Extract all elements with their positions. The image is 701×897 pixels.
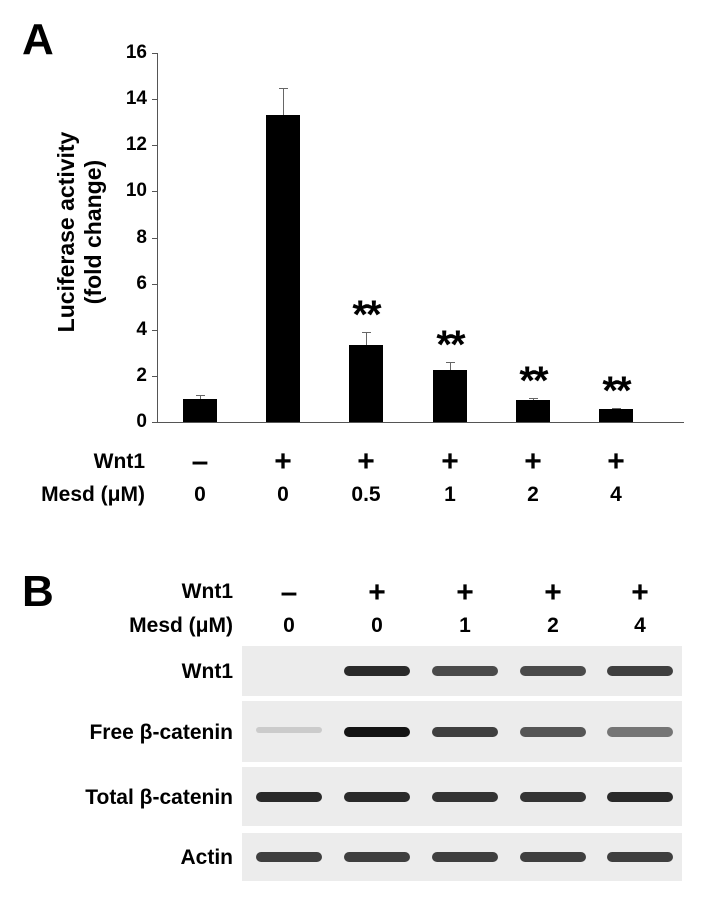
y-tick-label: 12: [125, 134, 147, 156]
protein-band: [256, 852, 322, 862]
bar: [349, 344, 383, 422]
mesd-condition-b: 1: [459, 614, 471, 637]
protein-band: [344, 852, 410, 862]
y-axis: [157, 53, 158, 422]
y-tick: [152, 237, 157, 239]
protein-band: [520, 666, 586, 676]
y-tick: [152, 145, 157, 147]
bar: [266, 115, 300, 422]
error-bar: [450, 362, 451, 371]
error-bar-cap: [279, 87, 288, 89]
wnt1-condition: +: [524, 445, 542, 478]
y-tick-label: 6: [136, 272, 147, 294]
y-tick: [152, 99, 157, 101]
blot-label: Actin: [180, 846, 234, 869]
mesd-condition: 1: [444, 483, 456, 506]
protein-band: [344, 791, 410, 802]
y-axis-label: Luciferase activity (fold change): [53, 82, 107, 382]
mesd-condition: 4: [610, 483, 622, 506]
panel-a-letter: A: [22, 15, 54, 64]
mesd-condition: 2: [527, 483, 539, 506]
significance-marker: **: [519, 358, 548, 403]
wnt1-condition: +: [441, 445, 459, 478]
error-bar-cap: [196, 395, 205, 397]
wnt1-condition-b: +: [544, 576, 562, 609]
error-bar-cap: [446, 362, 455, 364]
error-bar: [366, 332, 367, 345]
y-tick: [152, 283, 157, 285]
error-bar: [283, 87, 284, 116]
protein-band: [520, 791, 586, 802]
mesd-condition-b: 0: [283, 614, 295, 637]
wnt1-condition: +: [357, 445, 375, 478]
bar: [516, 400, 550, 422]
wnt1-condition-b: +: [368, 576, 386, 609]
row-label-mesd-b: Mesd (μM): [129, 614, 233, 637]
protein-band: [256, 726, 322, 733]
row-label-mesd: Mesd (μM): [41, 483, 145, 506]
mesd-condition-b: 4: [634, 614, 646, 637]
protein-band: [432, 791, 498, 802]
bar: [183, 398, 217, 422]
y-tick: [152, 53, 157, 54]
protein-band: [344, 666, 410, 676]
y-tick: [152, 375, 157, 377]
blot-label: Total β-catenin: [85, 786, 233, 809]
bar: [433, 370, 467, 422]
protein-band: [432, 726, 498, 737]
mesd-condition: 0.5: [351, 483, 381, 506]
wnt1-condition: +: [607, 445, 625, 478]
protein-band: [520, 852, 586, 862]
protein-band: [520, 726, 586, 737]
error-bar: [200, 395, 201, 399]
wnt1-condition: –: [191, 445, 209, 478]
panel-b-letter: B: [22, 567, 54, 616]
protein-band: [256, 791, 322, 802]
protein-band: [432, 852, 498, 862]
mesd-condition-b: 2: [547, 614, 559, 637]
protein-band: [607, 791, 673, 802]
error-bar: [533, 397, 534, 401]
y-tick-label: 10: [125, 180, 147, 202]
y-tick: [152, 191, 157, 193]
error-bar-cap: [362, 332, 371, 334]
mesd-condition: 0: [277, 483, 289, 506]
y-axis-label-line2: (fold change): [80, 159, 106, 305]
significance-marker: **: [352, 293, 381, 338]
y-axis-label-line1: Luciferase activity: [53, 131, 79, 333]
y-tick-label: 8: [136, 226, 147, 248]
y-tick: [152, 422, 157, 423]
error-bar-cap: [612, 408, 621, 410]
y-tick-label: 14: [125, 88, 147, 110]
protein-band: [344, 726, 410, 737]
significance-marker: **: [436, 323, 465, 368]
bar: [599, 409, 633, 422]
y-tick-label: 2: [136, 364, 147, 386]
protein-band: [432, 666, 498, 676]
significance-marker: **: [602, 369, 631, 414]
x-axis: [157, 422, 684, 423]
protein-band: [607, 666, 673, 676]
wnt1-condition: +: [274, 445, 292, 478]
mesd-condition-b: 0: [371, 614, 383, 637]
protein-band: [607, 852, 673, 862]
y-tick-label: 0: [136, 411, 147, 432]
y-tick-label: 4: [136, 318, 147, 340]
error-bar-cap: [529, 397, 538, 399]
row-label-wnt1: Wnt1: [93, 450, 145, 473]
y-tick: [152, 329, 157, 331]
blot-label: Wnt1: [181, 660, 233, 683]
row-label-wnt1-b: Wnt1: [181, 580, 233, 603]
protein-band: [607, 726, 673, 737]
mesd-condition: 0: [194, 483, 206, 506]
wnt1-condition-b: –: [280, 576, 298, 609]
blot-label: Free β-catenin: [89, 721, 233, 744]
wnt1-condition-b: +: [456, 576, 474, 609]
wnt1-condition-b: +: [631, 576, 649, 609]
y-tick-label: 16: [125, 42, 147, 63]
